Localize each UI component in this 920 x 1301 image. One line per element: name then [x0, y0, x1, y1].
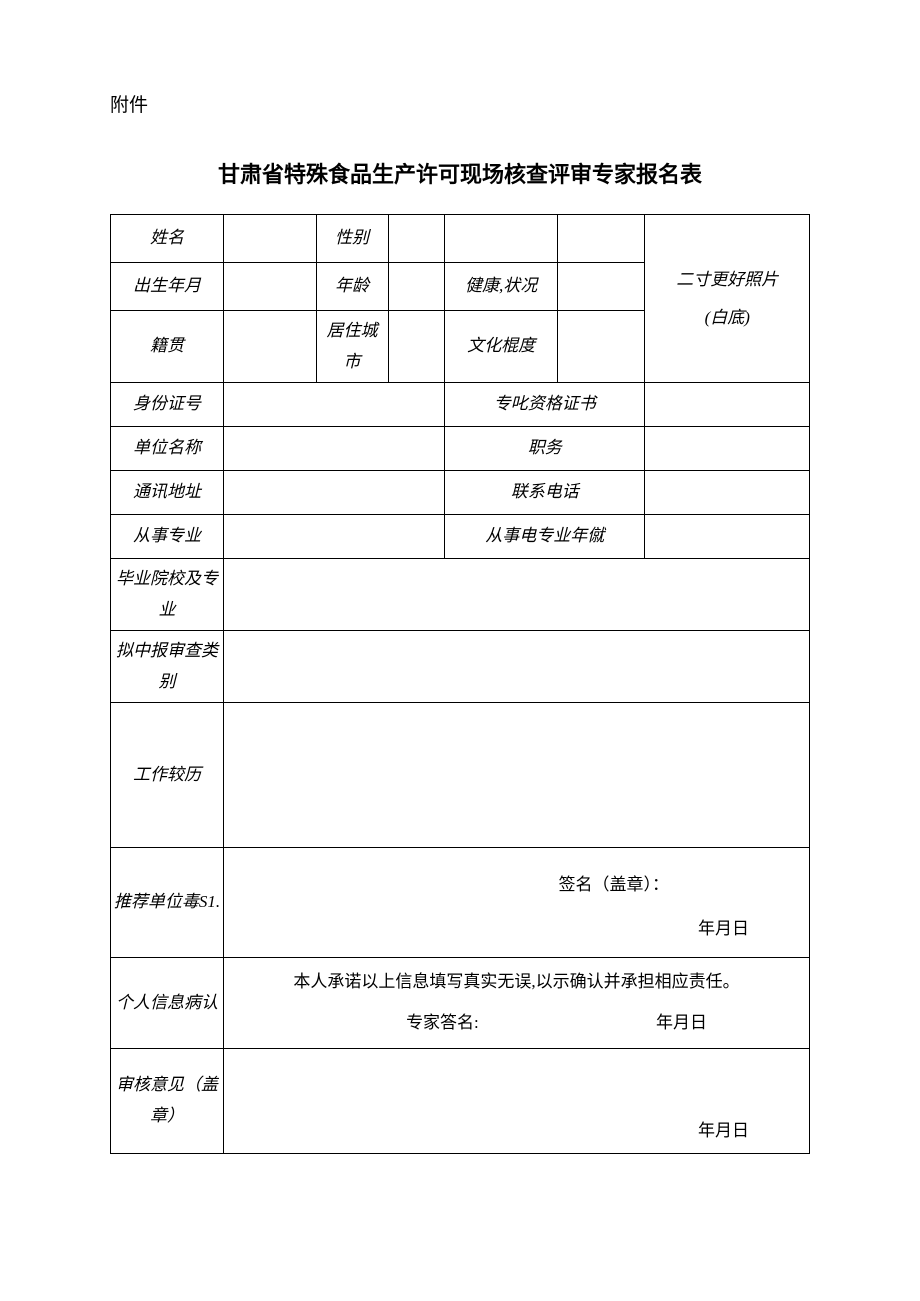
value-address[interactable] [224, 471, 445, 515]
date-line: 年月日 [656, 1003, 707, 1044]
value-id-number[interactable] [224, 383, 445, 427]
label-position: 职务 [445, 427, 645, 471]
value-origin[interactable] [224, 311, 317, 383]
value-education[interactable] [558, 311, 645, 383]
value-apply-category[interactable] [224, 631, 810, 703]
label-apply-category: 拟中报审查类别 [111, 631, 224, 703]
value-name[interactable] [224, 215, 317, 263]
label-residence: 居住城市 [316, 311, 388, 383]
label-unit: 单位名称 [111, 427, 224, 471]
date-line: 年月日 [226, 1116, 749, 1147]
label-recommend: 推荐单位毒S1. [111, 848, 224, 958]
label-id-number: 身份证号 [111, 383, 224, 427]
value-unit[interactable] [224, 427, 445, 471]
label-address: 通讯地址 [111, 471, 224, 515]
label-birth: 出生年月 [111, 263, 224, 311]
value-work-history[interactable] [224, 703, 810, 848]
label-age: 年龄 [316, 263, 388, 311]
sign-stamp-line: 签名（盖章）： [226, 863, 749, 907]
label-gender: 性别 [316, 215, 388, 263]
value-age[interactable] [388, 263, 445, 311]
label-education: 文化棍度 [445, 311, 558, 383]
attachment-label: 附件 [110, 90, 810, 117]
photo-line1: 二寸更好照片 [647, 261, 807, 298]
photo-line2: (白底) [647, 299, 807, 336]
empty-cell [445, 215, 558, 263]
recommend-content[interactable]: 签名（盖章）： 年月日 [224, 848, 810, 958]
label-graduation: 毕业院校及专业 [111, 559, 224, 631]
value-position[interactable] [645, 427, 810, 471]
label-health: 健康,状况 [445, 263, 558, 311]
confirm-text: 本人承诺以上信息填写真实无误,以示确认并承担相应责任。 [226, 962, 807, 1003]
label-personal-confirm: 个人信息病认 [111, 958, 224, 1049]
value-birth[interactable] [224, 263, 317, 311]
value-gender[interactable] [388, 215, 445, 263]
label-audit-opinion: 审核意见（盖章） [111, 1048, 224, 1153]
form-title: 甘肃省特殊食品生产许可现场核查评审专家报名表 [110, 157, 810, 189]
registration-form-table: 姓名 性别 二寸更好照片 (白底) 出生年月 年龄 健康,状况 籍贯 居住城市 … [110, 214, 810, 1154]
label-cert: 专叱资格证书 [445, 383, 645, 427]
label-major: 从事专业 [111, 515, 224, 559]
label-origin: 籍贯 [111, 311, 224, 383]
audit-content[interactable]: 年月日 [224, 1048, 810, 1153]
confirm-content[interactable]: 本人承诺以上信息填写真实无误,以示确认并承担相应责任。 专家答名: 年月日 [224, 958, 810, 1049]
value-phone[interactable] [645, 471, 810, 515]
value-graduation[interactable] [224, 559, 810, 631]
photo-cell[interactable]: 二寸更好照片 (白底) [645, 215, 810, 383]
value-major[interactable] [224, 515, 445, 559]
value-major-years[interactable] [645, 515, 810, 559]
value-health[interactable] [558, 263, 645, 311]
label-phone: 联系电话 [445, 471, 645, 515]
date-line: 年月日 [226, 907, 749, 951]
label-name: 姓名 [111, 215, 224, 263]
label-major-years: 从事电专业年僦 [445, 515, 645, 559]
expert-sign-label: 专家答名: [406, 1003, 479, 1044]
value-residence[interactable] [388, 311, 445, 383]
value-cert[interactable] [645, 383, 810, 427]
label-work-history: 工作较历 [111, 703, 224, 848]
empty-cell [558, 215, 645, 263]
